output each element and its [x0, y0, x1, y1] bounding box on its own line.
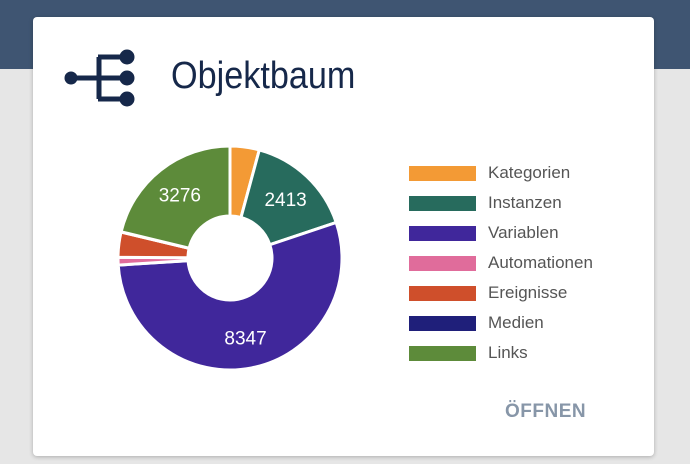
slice-label: 8347: [224, 328, 266, 349]
donut-chart: 2413 8347 3276: [116, 144, 344, 372]
slice-label: 2413: [264, 190, 306, 211]
legend-label: Ereignisse: [488, 283, 568, 302]
legend-label: Medien: [488, 313, 544, 332]
legend-swatch: [409, 345, 476, 361]
legend-label: Instanzen: [488, 193, 562, 212]
object-tree-card: Objektbaum 2413 8347 3276 Kategorien Instan…: [33, 17, 654, 456]
legend-label: Variablen: [488, 223, 559, 242]
legend-swatch: [409, 285, 476, 301]
legend-swatch: [409, 165, 476, 181]
slice-label: 3276: [159, 185, 201, 206]
slice-links[interactable]: [119, 144, 232, 250]
legend-item[interactable]: Medien: [409, 308, 593, 338]
open-button[interactable]: ÖFFNEN: [505, 401, 587, 422]
legend-label: Kategorien: [488, 163, 571, 182]
legend-swatch: [409, 255, 476, 271]
legend-label: Links: [488, 343, 528, 362]
slice-variablen[interactable]: [116, 220, 344, 372]
chart-legend: Kategorien Instanzen Variablen Automationen…: [409, 158, 593, 368]
legend-item[interactable]: Ereignisse: [409, 278, 593, 308]
object-tree-icon: [64, 49, 135, 107]
slice-instanzen[interactable]: [239, 148, 339, 247]
legend-item[interactable]: Automationen: [409, 248, 593, 278]
legend-item[interactable]: Links: [409, 338, 593, 368]
legend-swatch: [409, 195, 476, 211]
card-title: Objektbaum: [171, 55, 356, 97]
legend-item[interactable]: Variablen: [409, 218, 593, 248]
legend-item[interactable]: Instanzen: [409, 188, 593, 218]
legend-item[interactable]: Kategorien: [409, 158, 593, 188]
legend-swatch: [409, 315, 476, 331]
legend-label: Automationen: [488, 253, 593, 272]
legend-swatch: [409, 225, 476, 241]
